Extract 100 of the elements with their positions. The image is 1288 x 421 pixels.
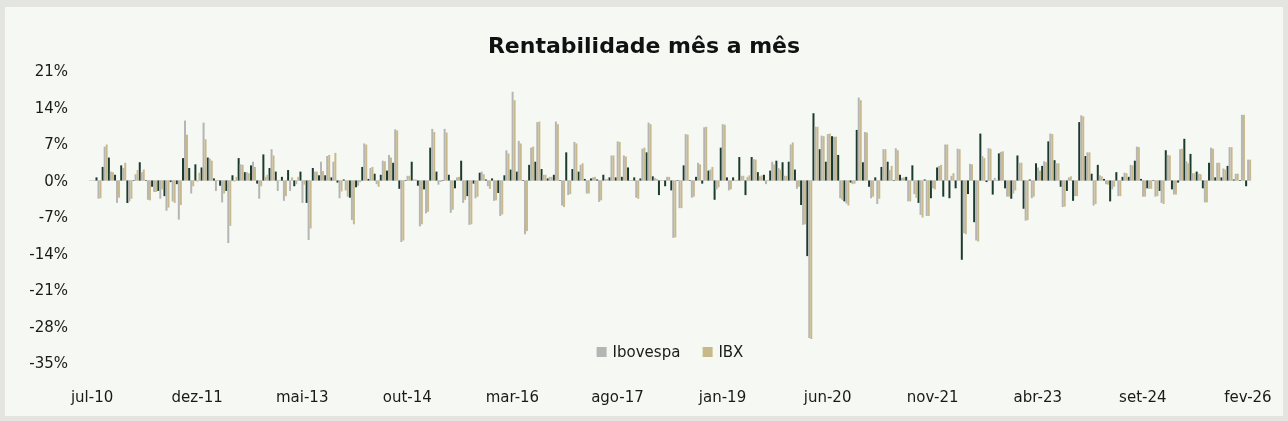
bar: [322, 171, 324, 181]
bar: [1065, 180, 1068, 191]
bar: [1183, 138, 1186, 181]
bar: [445, 132, 448, 181]
bar: [177, 180, 180, 220]
bar: [385, 170, 388, 181]
bar: [352, 180, 355, 225]
bar: [276, 180, 279, 191]
bar: [639, 178, 642, 181]
bar: [179, 180, 182, 206]
x-tick-label: fev-26: [1224, 387, 1272, 406]
bar: [491, 178, 494, 181]
x-tick-label: mai-13: [276, 387, 329, 406]
bar: [289, 180, 292, 191]
bar: [214, 180, 217, 191]
bar: [336, 180, 339, 183]
bar: [95, 177, 98, 181]
bar: [620, 176, 623, 181]
bar: [719, 147, 722, 181]
y-tick-label: -14%: [29, 244, 68, 263]
bar: [472, 180, 475, 184]
bar: [392, 162, 395, 181]
bar: [332, 161, 335, 181]
bar: [301, 180, 304, 203]
bar: [116, 180, 119, 203]
bar: [303, 180, 306, 185]
x-tick-label: abr-23: [1013, 387, 1062, 406]
bar: [305, 180, 308, 203]
bar: [1072, 180, 1075, 201]
bar: [973, 180, 976, 223]
bar: [1096, 164, 1099, 181]
bar: [781, 162, 784, 181]
bar: [929, 180, 932, 199]
bar: [497, 180, 500, 194]
bar: [410, 161, 413, 181]
bar: [262, 154, 265, 181]
x-tick-label: mar-16: [485, 387, 540, 406]
bar: [1245, 180, 1248, 187]
bar: [966, 180, 969, 195]
bar: [435, 171, 438, 181]
bar: [744, 180, 747, 196]
bar: [534, 161, 537, 181]
bar: [627, 167, 630, 181]
bar: [318, 175, 320, 181]
bar: [219, 180, 222, 186]
x-tick-label: jan-19: [697, 387, 747, 406]
bar: [297, 176, 300, 181]
bar: [664, 180, 667, 187]
bar: [235, 176, 238, 181]
bar: [194, 164, 197, 181]
bar: [1078, 122, 1081, 181]
bar: [1226, 165, 1229, 181]
bar: [1047, 141, 1050, 181]
bar: [250, 165, 253, 181]
bar: [1158, 180, 1161, 191]
bar: [917, 180, 920, 203]
bar: [107, 157, 110, 181]
bar: [429, 147, 432, 181]
bar: [890, 165, 893, 181]
bar: [876, 180, 879, 204]
bar: [837, 154, 840, 181]
bar: [806, 180, 809, 257]
bar: [163, 180, 166, 197]
bar: [204, 139, 207, 181]
bar: [212, 178, 215, 181]
bar: [398, 180, 401, 189]
bar: [184, 120, 187, 181]
bar: [272, 155, 275, 181]
bar: [309, 180, 312, 229]
bar: [515, 171, 518, 181]
bar: [565, 152, 568, 181]
bar: [431, 128, 434, 181]
bar: [528, 164, 531, 181]
bar: [254, 166, 257, 181]
bar: [159, 180, 162, 199]
legend-label: IBX: [718, 343, 744, 361]
bar: [503, 175, 506, 181]
bar: [769, 170, 772, 181]
bar: [948, 180, 951, 199]
bar: [447, 174, 450, 181]
bar: [1016, 155, 1019, 181]
bar: [460, 160, 463, 181]
bar: [509, 169, 512, 181]
bar: [979, 133, 982, 181]
bar: [874, 177, 877, 181]
bar: [942, 180, 945, 197]
bar: [602, 174, 605, 181]
bar: [350, 180, 353, 221]
bar: [756, 172, 759, 181]
bar: [182, 158, 185, 181]
bar: [282, 180, 285, 201]
bar: [361, 166, 364, 181]
bar: [252, 161, 255, 181]
bar: [670, 180, 673, 191]
bar: [338, 180, 341, 199]
bar: [540, 169, 543, 181]
x-tick-label: dez-11: [171, 387, 223, 406]
x-tick-label: jun-20: [802, 387, 852, 406]
bar: [738, 157, 741, 181]
bar: [221, 180, 224, 203]
